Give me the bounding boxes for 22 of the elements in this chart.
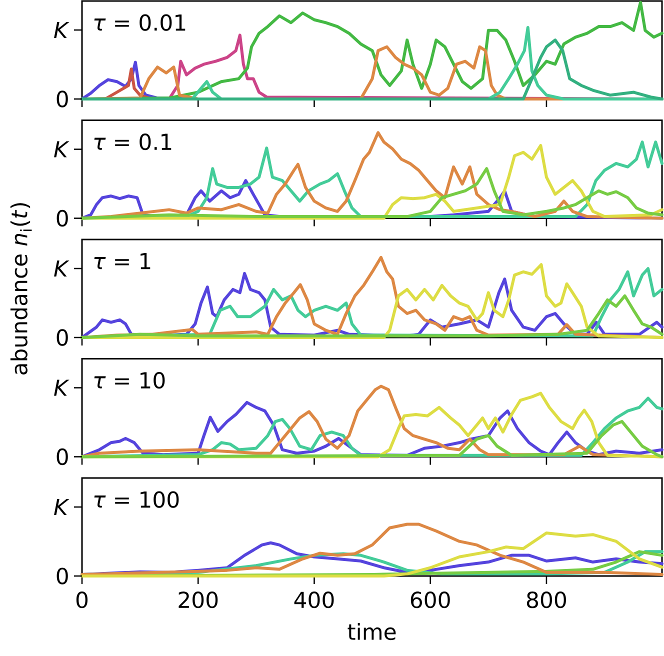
x-tick-label: 600 (410, 592, 450, 608)
chart-title: τ = 0.1 (94, 133, 172, 150)
x-tick-label: 800 (526, 592, 566, 608)
text: 0 (56, 329, 68, 346)
text: K (54, 260, 70, 277)
x-tick-label: 0 (76, 592, 88, 608)
text: K (54, 141, 70, 158)
chart-title: τ = 100 (94, 491, 179, 508)
chart-title: τ = 10 (94, 372, 165, 389)
x-axis-title: time (348, 623, 396, 640)
text: K (54, 380, 70, 396)
x-tick-label: 400 (294, 592, 334, 608)
chart-title: τ = 1 (94, 253, 150, 270)
text: 0 (56, 90, 68, 108)
text: K (54, 498, 70, 516)
chart-title: τ = 0.01 (94, 14, 186, 31)
text: 0 (56, 568, 68, 584)
y-axis-title: abundance n$_{i}$(t) (10, 203, 32, 374)
text: 0 (56, 210, 68, 227)
text: K (54, 22, 70, 38)
x-tick-label: 200 (178, 592, 218, 608)
text: 0 (56, 448, 68, 466)
